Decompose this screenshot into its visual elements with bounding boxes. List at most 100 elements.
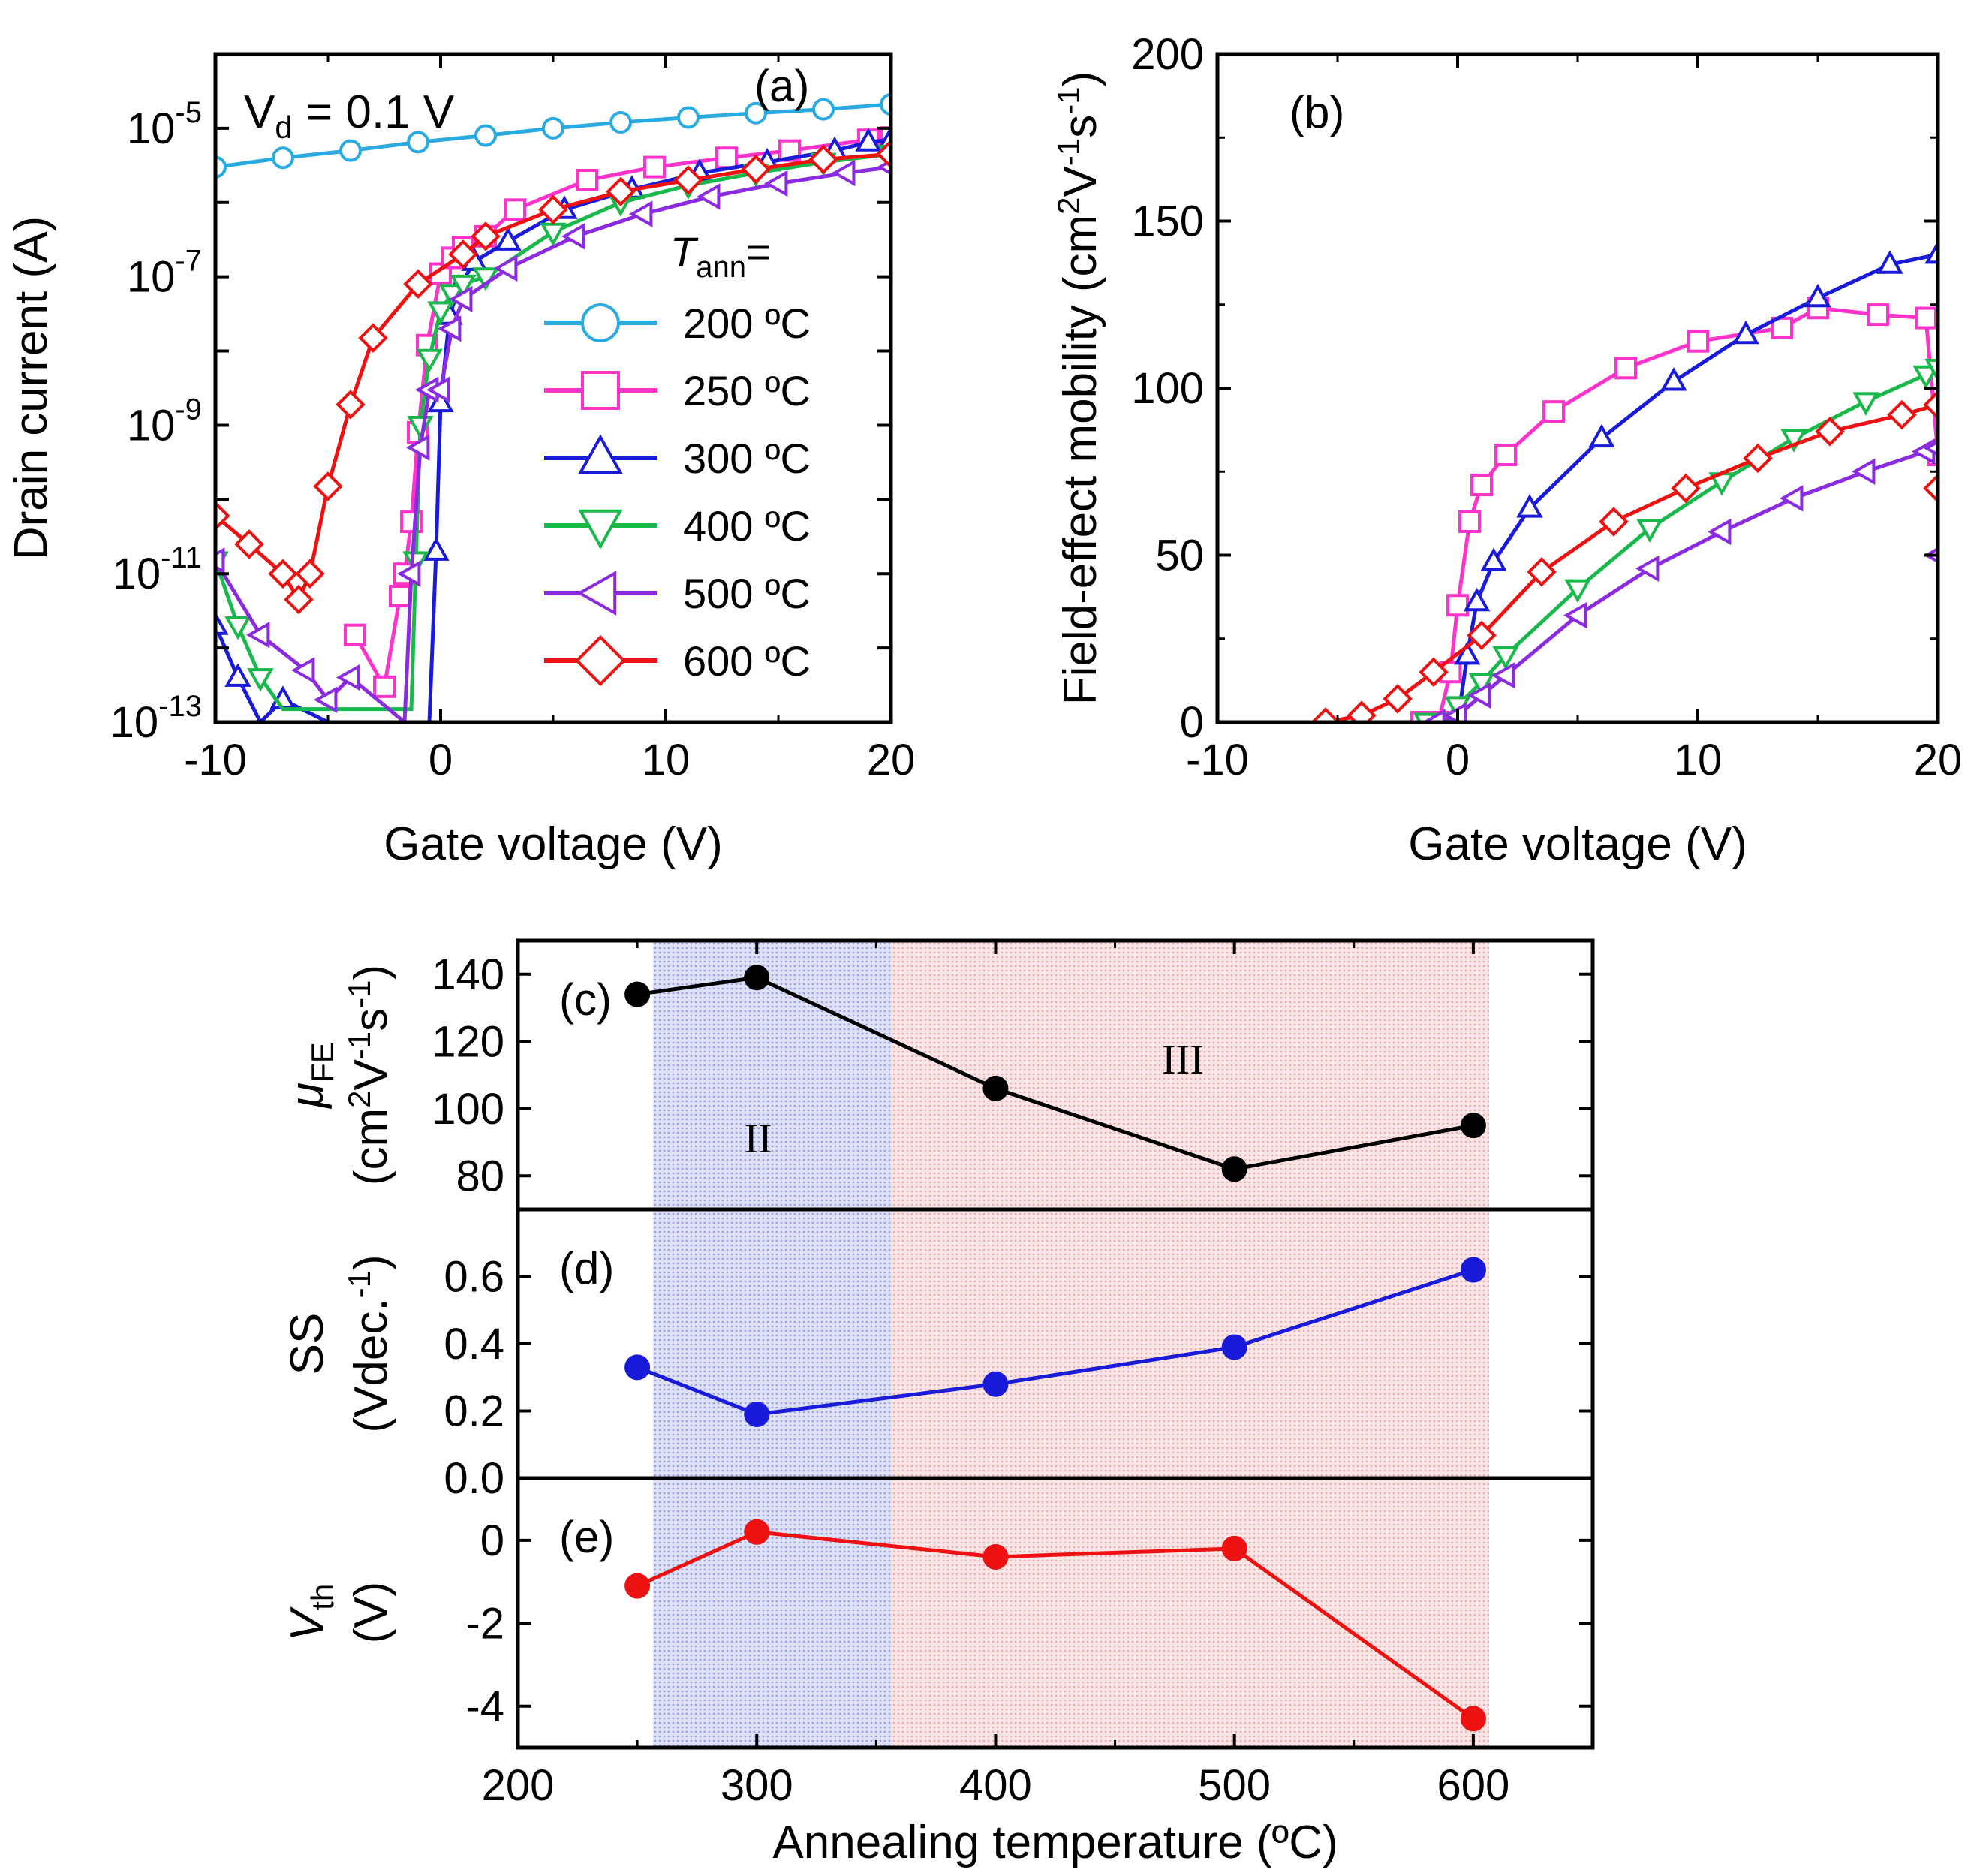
- data-point: [339, 139, 362, 162]
- x-tick-label: -10: [1186, 736, 1249, 784]
- panel-b-xlabel: Gate voltage (V): [1408, 818, 1747, 870]
- x-tick-label: 400: [959, 1761, 1032, 1810]
- x-tick-label: 500: [1198, 1761, 1271, 1810]
- data-point: [540, 222, 567, 247]
- data-point: [1463, 587, 1491, 612]
- legend: 200 ºC 250 ºC 300 ºC 400 ºC 500 ºC 600 ºC: [544, 300, 811, 687]
- x-tick-label: -10: [184, 736, 247, 784]
- x-tick-label: 300: [721, 1761, 793, 1810]
- panel-cde-annealing: 80 100 120 140 0.0 0.2 0.4 0.6 0 -2 -4 200 300 400 500…: [281, 938, 1595, 1868]
- x-tick-label: 10: [642, 736, 691, 784]
- data-point: [416, 348, 443, 373]
- data-point: [373, 675, 396, 698]
- data-point: [405, 434, 430, 461]
- data-point: [215, 501, 230, 531]
- data-point: [1467, 682, 1491, 709]
- y-tick-label: 0.2: [444, 1387, 504, 1436]
- legend-marker: [581, 303, 620, 342]
- data-point: [628, 200, 653, 227]
- data-point: [1614, 357, 1637, 380]
- data-point: [358, 323, 388, 353]
- panel-c-label: (c): [559, 974, 612, 1025]
- region-iii: [892, 941, 1489, 1748]
- data-point: [448, 285, 473, 313]
- data-point: [1660, 367, 1687, 391]
- data-point: [448, 239, 478, 270]
- data-point: [1687, 330, 1709, 353]
- data-point: [1221, 1156, 1247, 1182]
- x-tick-label: 20: [867, 736, 916, 784]
- data-point: [215, 547, 225, 574]
- y-tick-label: 80: [456, 1152, 504, 1200]
- x-tick-label: 20: [1914, 736, 1963, 784]
- panel-a-ticks: -10 0 10 20 10-5 10-7 10-9 10-11 10-13: [110, 53, 916, 784]
- data-point: [673, 165, 703, 195]
- data-point: [1779, 485, 1804, 512]
- data-point: [336, 664, 360, 691]
- data-point: [1923, 390, 1938, 420]
- y-tick-label: 200: [1131, 30, 1204, 79]
- data-point: [1924, 239, 1938, 264]
- data-point: [471, 221, 501, 251]
- x-tick-label: 0: [429, 736, 453, 784]
- data-point: [437, 315, 462, 342]
- data-point: [778, 139, 801, 162]
- data-point: [389, 584, 411, 607]
- data-point: [855, 128, 882, 152]
- panel-d-ylabel-1: SS: [281, 1313, 333, 1375]
- data-point: [1852, 392, 1879, 416]
- legend-label: 300 ºC: [683, 435, 811, 482]
- legend-label: 400 ºC: [683, 502, 811, 550]
- data-point: [1470, 474, 1493, 497]
- data-point: [1851, 458, 1876, 485]
- data-point: [1460, 1257, 1486, 1283]
- data-point: [876, 139, 891, 169]
- data-point: [336, 390, 366, 420]
- data-point: [1588, 423, 1615, 448]
- data-point: [542, 116, 564, 140]
- data-point: [1454, 640, 1481, 665]
- y-tick-label: 100: [1131, 364, 1204, 413]
- data-point: [609, 111, 632, 134]
- data-point: [1912, 365, 1938, 390]
- data-point: [1221, 1535, 1247, 1561]
- panel-cde-series-group: [624, 965, 1486, 1732]
- data-point: [624, 1354, 651, 1381]
- data-point: [677, 106, 700, 129]
- x-tick-label: 200: [482, 1761, 555, 1810]
- legend-marker: [576, 571, 617, 616]
- series-line-600: [1325, 402, 1938, 722]
- data-point: [215, 611, 229, 635]
- data-point: [1780, 429, 1807, 453]
- data-point: [745, 101, 767, 125]
- x-tick-label: 10: [1674, 736, 1723, 784]
- data-point: [1446, 594, 1469, 617]
- data-point: [272, 146, 294, 170]
- y-tick-label: 120: [432, 1017, 504, 1066]
- y-tick-label: 10-13: [110, 690, 202, 747]
- data-point: [624, 981, 651, 1007]
- legend-marker: [578, 509, 623, 550]
- legend-marker: [581, 371, 620, 410]
- y-tick-label: 0: [1180, 698, 1204, 747]
- data-point: [1636, 519, 1663, 543]
- legend-marker: [578, 434, 623, 474]
- panel-e-xlabel: Annealing temperature (ºC): [772, 1817, 1338, 1868]
- y-tick-label: 10-5: [127, 96, 202, 153]
- data-point: [744, 965, 770, 991]
- data-point: [493, 254, 518, 282]
- panel-a-xlabel: Gate voltage (V): [384, 818, 722, 870]
- data-point: [224, 616, 251, 640]
- y-tick-label: 0.0: [444, 1454, 504, 1503]
- data-point: [427, 301, 454, 325]
- data-point: [504, 198, 526, 221]
- data-point: [606, 176, 636, 207]
- y-tick-label: -4: [465, 1682, 504, 1731]
- region-ii: [653, 941, 892, 1748]
- data-point: [1599, 507, 1629, 537]
- data-point: [1867, 303, 1889, 327]
- data-point: [1480, 547, 1507, 571]
- region-ii-label: II: [744, 1116, 772, 1162]
